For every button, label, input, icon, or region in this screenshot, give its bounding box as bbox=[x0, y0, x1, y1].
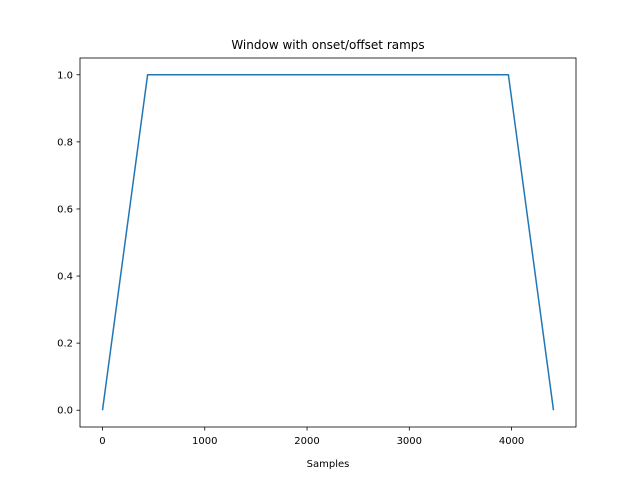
y-tick-label: 1.0 bbox=[57, 70, 73, 81]
y-tick-label: 0.4 bbox=[57, 272, 73, 283]
x-tick-label: 0 bbox=[99, 436, 105, 447]
chart-title: Window with onset/offset ramps bbox=[231, 38, 424, 52]
y-tick-label: 0.2 bbox=[57, 339, 73, 350]
y-tick-label: 0.6 bbox=[57, 204, 73, 215]
x-tick-label: 2000 bbox=[294, 436, 319, 447]
x-tick-label: 1000 bbox=[192, 436, 217, 447]
y-tick-label: 0.8 bbox=[57, 137, 73, 148]
y-tick-label: 0.0 bbox=[57, 406, 73, 417]
x-tick-label: 3000 bbox=[397, 436, 422, 447]
plot-area-frame bbox=[79, 57, 577, 428]
series-line-0 bbox=[101, 74, 555, 411]
x-tick-label: 4000 bbox=[499, 436, 524, 447]
x-axis-label: Samples bbox=[307, 459, 350, 470]
